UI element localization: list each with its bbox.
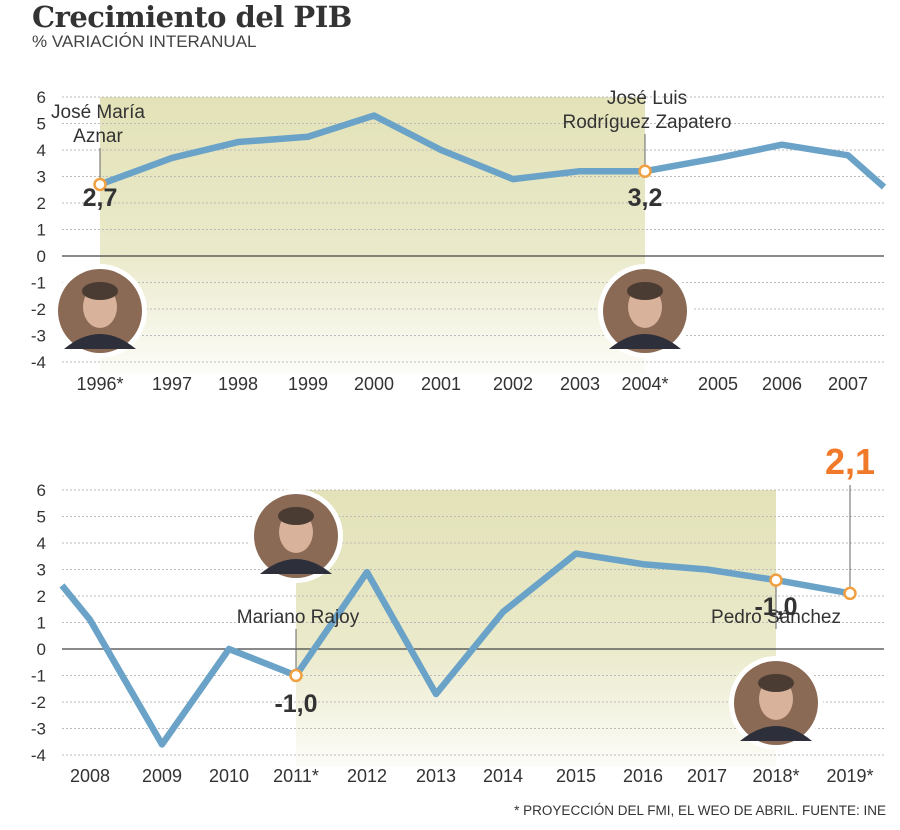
sanchez-avatar bbox=[729, 656, 823, 750]
person-name-line: Aznar bbox=[73, 126, 123, 147]
series-line bbox=[59, 550, 851, 748]
x-tick-label: 2011* bbox=[273, 766, 319, 786]
x-tick-label: 2012 bbox=[347, 766, 387, 786]
x-tick-label: 2015 bbox=[556, 766, 596, 786]
x-tick-label: 2018* bbox=[752, 766, 799, 786]
person-name-line: José María bbox=[51, 102, 145, 123]
x-tick-label: 2014 bbox=[483, 766, 523, 786]
chart-title: Crecimiento del PIB bbox=[32, 0, 352, 34]
person-name-line: Rodríguez Zapatero bbox=[563, 112, 732, 133]
y-tick-label: -4 bbox=[31, 746, 46, 765]
y-tick-label: -3 bbox=[31, 327, 46, 346]
top-panel: 6 5 4 3 2 1 0 -1 -2 -3 -4 1996* 1997 1998 1999 2000 2001… bbox=[31, 88, 887, 394]
person-name-label: José María Aznar bbox=[51, 102, 145, 147]
annotation-marker bbox=[638, 164, 652, 178]
x-tick-label: 2007 bbox=[828, 374, 868, 394]
x-tick-label: 1998 bbox=[218, 374, 258, 394]
person-name-line: José Luis bbox=[607, 88, 687, 109]
y-tick-label: 2 bbox=[37, 194, 46, 213]
y-tick-label: -2 bbox=[31, 300, 46, 319]
y-tick-label: -4 bbox=[31, 353, 46, 372]
series-line bbox=[98, 112, 887, 190]
y-tick-label: 1 bbox=[37, 614, 46, 633]
avatar-hair bbox=[627, 282, 663, 300]
x-tick-label: 1996* bbox=[76, 374, 123, 394]
y-tick-label: 6 bbox=[37, 88, 46, 107]
x-tick-label: 2009 bbox=[142, 766, 182, 786]
y-tick-label: 1 bbox=[37, 221, 46, 240]
x-tick-label: 1997 bbox=[152, 374, 192, 394]
x-tick-label: 2004* bbox=[621, 374, 668, 394]
x-tick-label: 2000 bbox=[354, 374, 394, 394]
bottom-panel: 6 5 4 3 2 1 0 -1 -2 -3 -4 2008 2009 2010 2011* 2012 2013… bbox=[31, 441, 884, 786]
y-tick-label: -1 bbox=[31, 274, 46, 293]
y-tick-label: 0 bbox=[37, 247, 46, 266]
highlight-value-label: 2,1 bbox=[825, 441, 875, 482]
y-tick-label: 5 bbox=[37, 115, 46, 134]
x-tick-label: 2019* bbox=[826, 766, 873, 786]
y-tick-label: 3 bbox=[37, 168, 46, 187]
y-tick-label: 2 bbox=[37, 587, 46, 606]
x-tick-label: 2005 bbox=[698, 374, 738, 394]
person-name-line: Mariano Rajoy bbox=[237, 607, 360, 628]
x-tick-label: 2017 bbox=[687, 766, 727, 786]
shaded-period bbox=[296, 490, 776, 767]
x-tick-label: 2003 bbox=[560, 374, 600, 394]
annotation-marker bbox=[93, 177, 107, 192]
y-tick-label: -1 bbox=[31, 667, 46, 686]
x-tick-label: 1999 bbox=[288, 374, 328, 394]
y-tick-label: 4 bbox=[37, 534, 46, 553]
x-tick-label: 2001 bbox=[421, 374, 461, 394]
y-tick-label: 0 bbox=[37, 640, 46, 659]
x-tick-label: 2008 bbox=[70, 766, 110, 786]
annotation-marker bbox=[289, 668, 303, 683]
annotation-marker bbox=[769, 573, 783, 587]
avatar-hair bbox=[82, 282, 118, 300]
avatar-suit bbox=[740, 726, 812, 741]
x-tick-label: 2016 bbox=[623, 766, 663, 786]
rajoy-avatar bbox=[249, 489, 343, 583]
x-tick-label: 2006 bbox=[762, 374, 802, 394]
annotation-marker bbox=[843, 586, 857, 601]
aznar-avatar bbox=[53, 264, 147, 358]
footnote: * PROYECCIÓN DEL FMI, EL WEO DE ABRIL. F… bbox=[514, 803, 886, 818]
avatar-hair bbox=[278, 507, 314, 525]
y-tick-label: 4 bbox=[37, 141, 46, 160]
y-tick-label: 5 bbox=[37, 508, 46, 527]
avatar-suit bbox=[64, 334, 136, 349]
y-tick-label: -2 bbox=[31, 693, 46, 712]
value-label: -1,0 bbox=[274, 690, 317, 718]
person-name-label: José Luis Rodríguez Zapatero bbox=[563, 88, 732, 133]
x-tick-label: 2013 bbox=[416, 766, 456, 786]
y-tick-label: 6 bbox=[37, 481, 46, 500]
value-label: -1,0 bbox=[754, 593, 797, 621]
y-tick-label: 3 bbox=[37, 561, 46, 580]
y-tick-label: -3 bbox=[31, 720, 46, 739]
zapatero-avatar bbox=[598, 264, 692, 358]
value-label: 3,2 bbox=[628, 184, 663, 212]
person-name-label: Mariano Rajoy bbox=[237, 607, 360, 628]
chart-subtitle: % VARIACIÓN INTERANUAL bbox=[32, 32, 257, 51]
shaded-period bbox=[100, 97, 645, 374]
avatar-hair bbox=[758, 674, 794, 692]
x-tick-label: 2010 bbox=[209, 766, 249, 786]
value-label: 2,7 bbox=[83, 184, 118, 212]
x-tick-label: 2002 bbox=[493, 374, 533, 394]
avatar-suit bbox=[260, 559, 332, 574]
avatar-suit bbox=[609, 334, 681, 349]
